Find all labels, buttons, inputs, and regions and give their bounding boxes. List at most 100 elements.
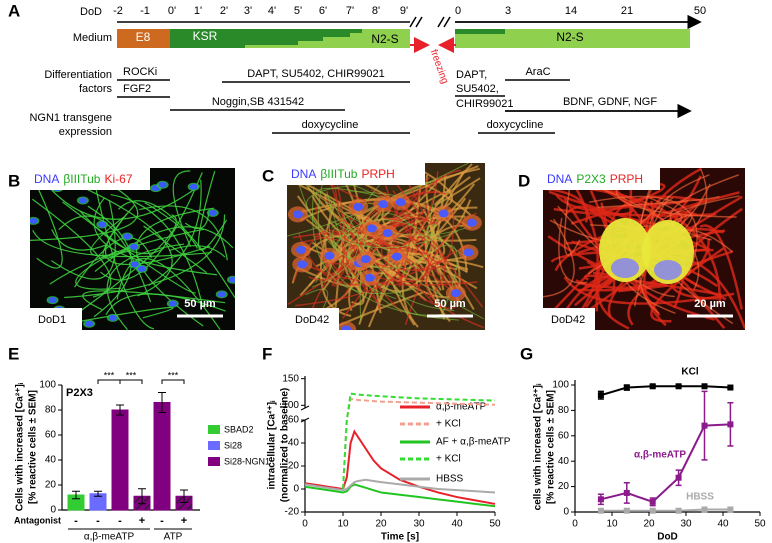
neurite <box>94 226 234 272</box>
y-tick-label: 20 <box>45 480 57 491</box>
dod-tick: -2 <box>113 5 123 17</box>
neurite <box>87 205 132 318</box>
nucleus <box>360 255 371 264</box>
legend-label: + KCl <box>436 454 461 465</box>
nucleus <box>229 276 235 283</box>
row-label: NGN1 transgene <box>29 112 112 124</box>
series-label: HBSS <box>686 492 714 503</box>
point <box>701 422 708 429</box>
neurite <box>90 216 131 257</box>
nucleus <box>108 314 117 321</box>
point <box>675 383 682 390</box>
y-axis-label: cells with increased [Ca²⁺]ᵢ <box>533 383 544 510</box>
nucleus <box>611 258 639 278</box>
axes <box>574 380 760 513</box>
antagonist-sign: + <box>181 515 187 527</box>
nucleus <box>158 181 167 188</box>
sig-label: *** <box>168 370 179 380</box>
y-tick-label: 0 <box>50 505 56 516</box>
stain: DNA <box>547 172 572 186</box>
neurite <box>74 237 152 288</box>
factor: AraC <box>525 66 550 78</box>
series-line <box>342 397 496 490</box>
y-tick-label: 40 <box>558 456 570 467</box>
factor: FGF2 <box>123 83 151 95</box>
dod-tick: 5' <box>294 5 302 17</box>
point <box>623 507 630 514</box>
neurite <box>39 176 200 220</box>
error-bar <box>116 404 124 416</box>
nucleus <box>382 229 393 238</box>
neurite <box>547 235 607 270</box>
neurite <box>326 191 444 316</box>
neurite <box>328 174 401 285</box>
sig-bracket <box>161 379 185 384</box>
nucleus <box>366 224 377 233</box>
y-tick-label: 60 <box>45 430 57 441</box>
antagonist-sign: - <box>74 515 78 527</box>
dod-tick: 8' <box>372 5 380 17</box>
point <box>701 506 708 513</box>
neurite <box>82 290 226 311</box>
nucleus <box>395 198 406 207</box>
antagonist-sign: - <box>96 515 100 527</box>
y-tick-label: 20 <box>558 481 570 492</box>
neurite <box>118 200 235 299</box>
point <box>623 489 630 496</box>
error-bar <box>72 490 80 500</box>
dod-tick: 7' <box>346 5 354 17</box>
nucleus <box>353 202 364 211</box>
day-box <box>30 308 82 330</box>
nucleus <box>208 209 217 216</box>
label-box <box>543 168 660 190</box>
neurite <box>110 193 203 304</box>
neurite <box>312 186 415 295</box>
neurite <box>315 187 386 207</box>
axes <box>61 385 200 511</box>
series-label: α,β-meATP <box>634 450 686 461</box>
y-axis-label: [% reactive cells ± SEM] <box>546 390 557 504</box>
sig-label: *** <box>126 370 137 380</box>
error-bar <box>180 489 188 503</box>
legend-label: α,β-meATP <box>436 402 487 413</box>
neurite <box>597 195 720 209</box>
dod-label: DoD <box>80 6 102 18</box>
medium-strip <box>455 29 505 34</box>
neurite <box>699 224 744 310</box>
sig-bracket <box>97 379 121 384</box>
y-tick-label: 60 <box>558 430 570 441</box>
nucleus <box>391 252 402 261</box>
dod-tick: 6' <box>319 5 327 17</box>
nucleus <box>98 221 107 228</box>
nucleus <box>48 297 57 304</box>
factor: ROCKi <box>123 66 157 78</box>
neurite <box>543 218 575 298</box>
legend-label: HBSS <box>436 474 464 485</box>
y-tick-label: 100 <box>552 380 569 391</box>
point <box>623 384 630 391</box>
nucleus <box>438 209 449 218</box>
x-tick-label: 40 <box>451 519 463 530</box>
x-tick-label: 0 <box>302 519 308 530</box>
legend-label: + KCl <box>436 419 461 430</box>
neurite <box>148 179 202 286</box>
neurite <box>319 207 352 317</box>
day-box <box>287 308 339 330</box>
panel-letter: A <box>8 1 20 20</box>
neurite <box>93 197 217 276</box>
medium-n2s <box>455 29 690 48</box>
neurite <box>105 293 226 316</box>
x-tick-label: 50 <box>754 519 766 530</box>
group-label: ATP <box>164 532 183 543</box>
dod-tick: 3' <box>244 5 252 17</box>
neurite <box>93 181 155 330</box>
dod-tick: 3 <box>505 5 511 17</box>
x-tick-label: 20 <box>643 519 655 530</box>
medium-text: N2-S <box>556 30 583 44</box>
stain: PRPH <box>610 172 643 186</box>
dod-tick: 2' <box>220 5 228 17</box>
neurite <box>295 230 404 307</box>
series-line <box>600 423 731 503</box>
factor: BDNF, GDNF, NGF <box>563 96 657 108</box>
